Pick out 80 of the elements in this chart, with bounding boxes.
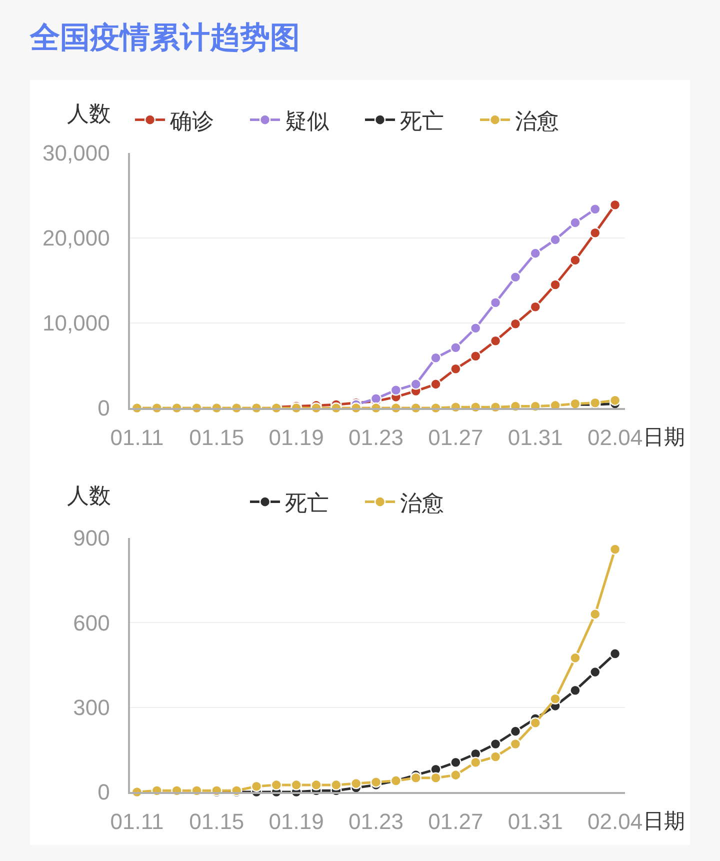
- y-tick-label: 300: [73, 695, 110, 720]
- x-tick-label: 01.19: [268, 809, 324, 834]
- point: [470, 756, 482, 768]
- point: [450, 756, 462, 768]
- point: [609, 544, 621, 555]
- point: [450, 363, 462, 374]
- point: [590, 608, 601, 620]
- point: [609, 648, 621, 660]
- x-tick-label: 01.23: [348, 809, 404, 834]
- point: [330, 779, 342, 791]
- point: [530, 301, 541, 312]
- x-tick-label: 02.04: [588, 809, 643, 834]
- point: [590, 204, 601, 215]
- point: [570, 684, 581, 696]
- y-axis-title: 人数: [67, 483, 111, 508]
- legend-label: 疑似: [285, 108, 329, 134]
- y-tick-label: 900: [73, 526, 110, 551]
- point: [350, 778, 362, 790]
- point: [570, 217, 581, 228]
- x-tick-label: 02.04: [588, 425, 643, 450]
- point: [470, 350, 482, 362]
- point: [310, 779, 322, 791]
- point: [590, 227, 601, 238]
- x-tick-label: 01.15: [189, 425, 244, 450]
- point: [470, 322, 482, 334]
- x-tick-label: 01.11: [110, 425, 164, 450]
- point: [410, 772, 422, 784]
- point: [510, 318, 522, 330]
- legend-label: 治愈: [515, 108, 559, 134]
- y-tick-label: 20,000: [42, 226, 110, 251]
- point: [270, 779, 282, 791]
- x-tick-label: 01.19: [268, 425, 324, 450]
- point: [490, 751, 502, 762]
- legend-label: 治愈: [400, 490, 444, 516]
- point: [570, 254, 581, 266]
- point: [510, 272, 522, 283]
- point: [530, 717, 541, 728]
- point: [490, 335, 502, 346]
- point: [430, 352, 442, 364]
- point: [609, 199, 621, 210]
- point: [550, 234, 561, 246]
- point: [590, 666, 601, 678]
- point: [510, 738, 522, 750]
- point: [609, 394, 621, 406]
- x-tick-label: 01.27: [428, 425, 484, 450]
- y-tick-label: 600: [73, 610, 110, 636]
- point: [450, 342, 462, 354]
- y-axis-title: 人数: [67, 101, 111, 126]
- y-tick-label: 30,000: [42, 140, 110, 166]
- legend-label: 确诊: [169, 108, 214, 134]
- x-tick-label: 01.15: [189, 809, 244, 834]
- point: [410, 378, 422, 390]
- point: [550, 279, 561, 290]
- y-tick-label: 10,000: [42, 310, 110, 336]
- legend-label: 死亡: [400, 108, 444, 134]
- x-tick-label: 01.11: [110, 809, 164, 834]
- point: [250, 780, 262, 792]
- point: [430, 378, 442, 390]
- x-tick-label: 01.23: [348, 425, 404, 450]
- y-tick-label: 0: [98, 780, 110, 805]
- point: [430, 772, 442, 784]
- x-axis-title: 日期: [643, 810, 685, 833]
- point: [510, 726, 522, 737]
- x-tick-label: 01.27: [428, 809, 484, 834]
- y-tick-label: 0: [98, 396, 110, 421]
- x-axis-title: 日期: [643, 426, 685, 449]
- point: [290, 779, 302, 791]
- point: [370, 776, 382, 788]
- legend-label: 死亡: [285, 490, 329, 516]
- point: [490, 738, 502, 750]
- point: [370, 393, 382, 404]
- point: [570, 652, 581, 664]
- point: [450, 769, 462, 781]
- point: [550, 693, 561, 704]
- chart-title: 全国疫情累计趋势图: [29, 22, 300, 54]
- point: [530, 248, 541, 259]
- x-tick-label: 01.31: [508, 425, 563, 450]
- point: [390, 384, 402, 396]
- point: [490, 297, 502, 308]
- x-tick-label: 01.31: [508, 809, 563, 834]
